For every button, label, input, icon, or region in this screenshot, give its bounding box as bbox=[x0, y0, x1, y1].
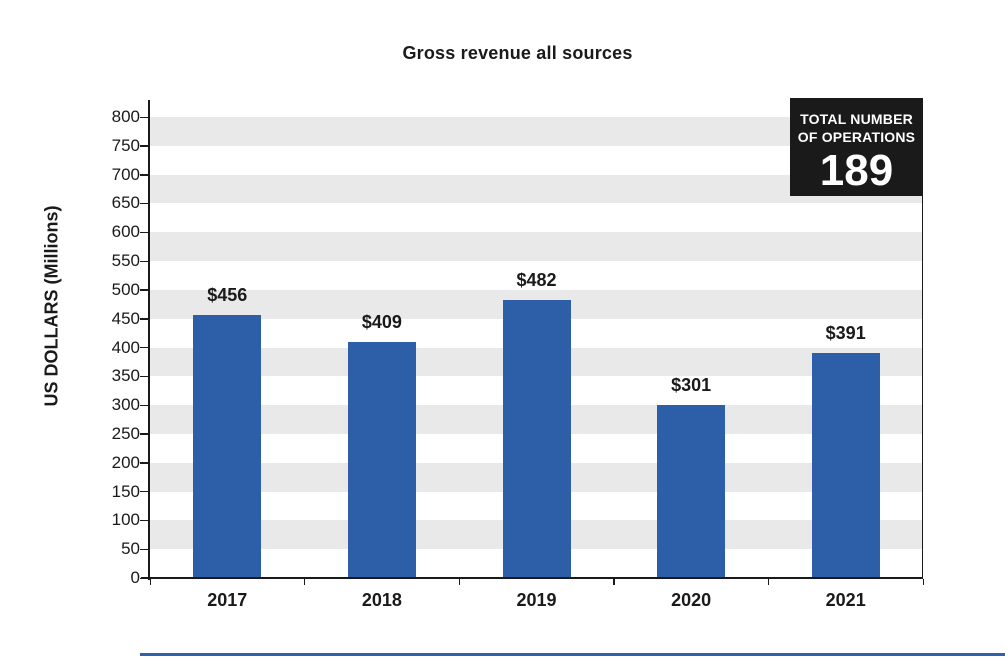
bar-value-label: $301 bbox=[671, 374, 712, 395]
bar bbox=[657, 404, 726, 578]
x-tick bbox=[458, 579, 461, 585]
bar-value-label: $391 bbox=[825, 322, 866, 343]
plot-right-border bbox=[922, 100, 923, 578]
y-tick bbox=[140, 548, 148, 551]
y-tick-label: 500 bbox=[111, 279, 140, 299]
x-axis-label: 2018 bbox=[361, 590, 402, 610]
y-tick bbox=[140, 347, 148, 349]
y-tick-label: 650 bbox=[111, 193, 140, 213]
y-tick-label: 700 bbox=[111, 164, 140, 184]
bottom-rule bbox=[140, 653, 1005, 656]
bar bbox=[502, 300, 571, 578]
x-axis-line bbox=[141, 577, 923, 579]
y-tick-label: 200 bbox=[111, 452, 140, 472]
y-tick-label: 50 bbox=[121, 539, 140, 559]
bars-layer: $456 $409 $482 $301 $391 bbox=[150, 100, 923, 578]
y-tick-label: 350 bbox=[111, 366, 140, 386]
bar-value-label: $409 bbox=[361, 312, 402, 333]
y-tick-label: 450 bbox=[111, 308, 140, 328]
y-tick-label: 750 bbox=[111, 135, 140, 155]
y-axis-line bbox=[148, 100, 150, 580]
y-tick-label: 150 bbox=[111, 481, 140, 501]
y-tick bbox=[140, 260, 148, 262]
y-tick bbox=[140, 289, 148, 291]
y-tick bbox=[140, 462, 148, 464]
y-tick-label: 400 bbox=[111, 337, 140, 357]
y-tick bbox=[140, 433, 148, 435]
callout-value: 189 bbox=[819, 146, 894, 195]
bar bbox=[193, 315, 262, 578]
y-tick-label: 800 bbox=[111, 107, 140, 126]
y-ticks-layer: 0 50 100 150 200 250 300 350 400 450 500 550 600 650 7… bbox=[112, 100, 923, 587]
y-tick bbox=[140, 145, 148, 147]
x-tick bbox=[922, 579, 924, 585]
operations-callout: TOTAL NUMBER OF OPERATIONS 189 bbox=[790, 98, 923, 196]
bar-value-label: $456 bbox=[207, 285, 248, 306]
y-tick bbox=[140, 174, 148, 176]
y-tick-label: 100 bbox=[111, 510, 140, 530]
x-tick bbox=[149, 579, 151, 585]
x-labels-layer: 2017 2018 2019 2020 2021 bbox=[150, 100, 923, 610]
x-tick bbox=[613, 579, 615, 585]
plot-area: $456 $409 $482 $301 $391 0 50 100 150 200 250 300 3… bbox=[112, 100, 924, 610]
grid-band bbox=[150, 232, 923, 262]
bar-value-label: $482 bbox=[516, 270, 557, 291]
x-axis-label: 2020 bbox=[671, 590, 712, 610]
x-axis-label: 2019 bbox=[516, 590, 557, 610]
y-tick bbox=[140, 577, 148, 579]
x-axis-label: 2017 bbox=[207, 590, 248, 610]
callout-line-2: OF OPERATIONS bbox=[797, 129, 916, 145]
y-tick-label: 250 bbox=[111, 423, 140, 443]
y-tick-label: 550 bbox=[111, 251, 140, 271]
bar bbox=[811, 352, 880, 578]
y-tick bbox=[140, 318, 148, 320]
y-tick bbox=[140, 491, 148, 493]
y-tick bbox=[140, 375, 148, 378]
y-tick bbox=[140, 231, 148, 234]
y-tick bbox=[140, 202, 148, 205]
bar bbox=[347, 342, 416, 578]
x-tick bbox=[304, 579, 306, 585]
y-tick-label: 300 bbox=[111, 395, 140, 415]
callout-line-1: TOTAL NUMBER bbox=[800, 111, 913, 127]
y-tick-label: 600 bbox=[111, 222, 140, 242]
x-ticks-layer bbox=[149, 100, 924, 585]
x-tick bbox=[767, 579, 770, 585]
y-tick bbox=[140, 404, 148, 407]
y-axis-title: US DOLLARS (Millions) bbox=[41, 205, 62, 407]
y-tick bbox=[140, 116, 148, 118]
y-tick bbox=[140, 519, 148, 522]
chart-title: Gross revenue all sources bbox=[402, 43, 633, 63]
x-axis-label: 2021 bbox=[825, 590, 866, 610]
y-tick-label: 0 bbox=[130, 568, 140, 587]
